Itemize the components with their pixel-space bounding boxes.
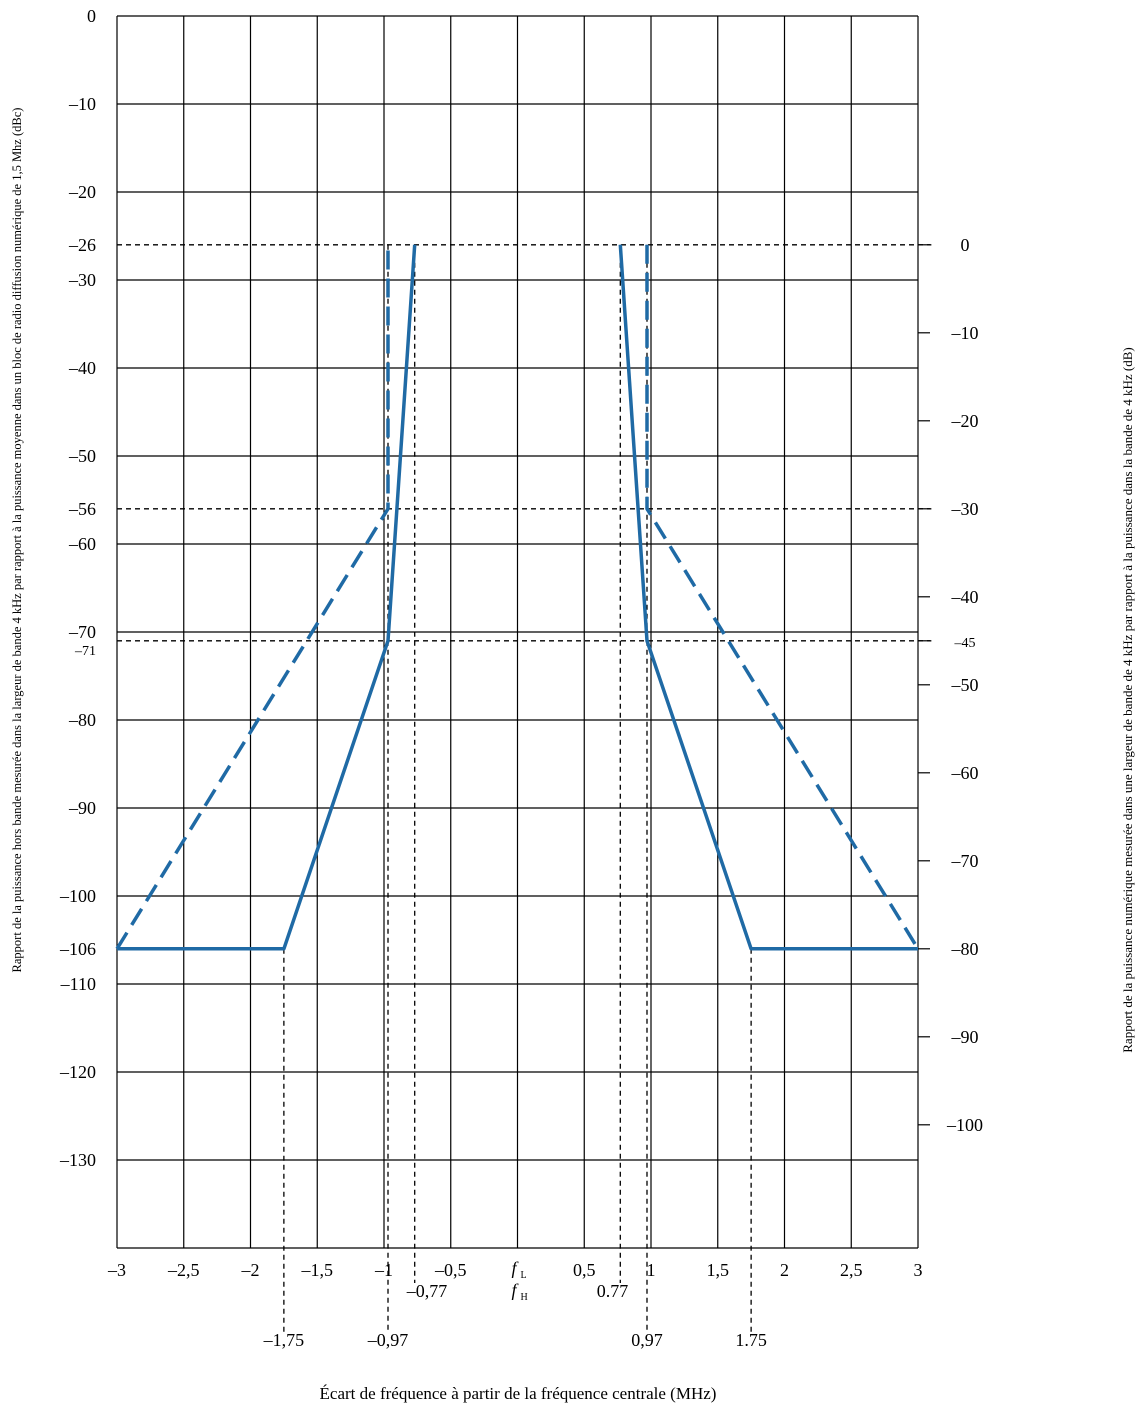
- y-tick-label-left: –80: [68, 710, 96, 730]
- y-tick-label-left: –20: [68, 182, 96, 202]
- center-label-sub-high: H: [521, 1292, 528, 1303]
- frequency-marker-label: 0.77: [597, 1281, 629, 1301]
- y-tick-label-left: –40: [68, 358, 96, 378]
- x-tick-label: 3: [914, 1260, 923, 1280]
- x-tick-label: 1,5: [707, 1260, 730, 1280]
- reference-lines: [117, 244, 932, 1332]
- center-label-sub-low: L: [521, 1270, 527, 1281]
- y-tick-label-left: –71: [74, 644, 96, 659]
- x-tick-label: –1,5: [301, 1260, 334, 1280]
- y-tick-label-right: –30: [951, 499, 979, 519]
- y-tick-label-right: –60: [951, 763, 979, 783]
- center-label-f-high: f: [512, 1280, 520, 1300]
- y-tick-label-right: –45: [954, 636, 976, 651]
- y-tick-label-right: –80: [951, 939, 979, 959]
- frequency-marker-label: –1,75: [263, 1330, 305, 1350]
- y-tick-label-left: –26: [68, 235, 96, 255]
- x-tick-label: –2,5: [167, 1260, 200, 1280]
- series-dashed-line: [115, 244, 390, 950]
- x-tick-label: –1: [374, 1260, 393, 1280]
- series-solid-line: [618, 244, 918, 951]
- x-tick-label: –0,5: [434, 1260, 467, 1280]
- y-axis-label-right: Rapport de la puissance numérique mesuré…: [1120, 347, 1135, 1052]
- x-tick-label: –3: [107, 1260, 126, 1280]
- center-label-f-low: f: [512, 1258, 520, 1278]
- y-tick-label-right: –10: [951, 323, 979, 343]
- frequency-marker-label: 1.75: [735, 1330, 767, 1350]
- y-tick-label-left: –30: [68, 270, 96, 290]
- y-tick-label-left: –106: [59, 939, 96, 959]
- series-layer: [115, 244, 920, 951]
- x-tick-label: 0,5: [573, 1260, 596, 1280]
- y-tick-label-left: –90: [68, 798, 96, 818]
- y-tick-label-right: –90: [951, 1027, 979, 1047]
- x-axis-label: Écart de fréquence à partir de la fréque…: [320, 1384, 717, 1403]
- tick-labels: 0–10–20–26–30–40–50–56–60–70–71–80–90–10…: [59, 6, 983, 1350]
- series-solid-line: [117, 244, 417, 951]
- frequency-marker-label: –0,97: [367, 1330, 409, 1350]
- x-tick-label: 1: [647, 1260, 656, 1280]
- y-tick-label-right: –20: [951, 411, 979, 431]
- y-tick-label-left: –130: [59, 1150, 96, 1170]
- y-tick-label-right: –50: [951, 675, 979, 695]
- y-tick-label-left: –110: [60, 974, 96, 994]
- y-tick-label-left: –120: [59, 1062, 96, 1082]
- y-tick-label-left: –50: [68, 446, 96, 466]
- x-tick-label: –2: [241, 1260, 260, 1280]
- y-axis-label-left: Rapport de la puissance hors bande mesur…: [10, 108, 24, 973]
- x-tick-label: 2,5: [840, 1260, 863, 1280]
- y-tick-label-right: –100: [946, 1115, 983, 1135]
- y-tick-label-right: –70: [951, 851, 979, 871]
- x-tick-label: 2: [780, 1260, 789, 1280]
- y-tick-label-left: –60: [68, 534, 96, 554]
- y-tick-label-left: –100: [59, 886, 96, 906]
- y-tick-label-left: –56: [68, 499, 96, 519]
- frequency-marker-label: –0,77: [406, 1281, 448, 1301]
- y-tick-label-right: 0: [961, 235, 970, 255]
- grid: [116, 15, 930, 1249]
- frequency-marker-label: 0,97: [631, 1330, 663, 1350]
- y-tick-label-left: –70: [68, 622, 96, 642]
- y-tick-label-right: –40: [951, 587, 979, 607]
- y-tick-label-left: 0: [87, 6, 96, 26]
- series-dashed-line: [645, 244, 920, 950]
- y-tick-label-left: –10: [68, 94, 96, 114]
